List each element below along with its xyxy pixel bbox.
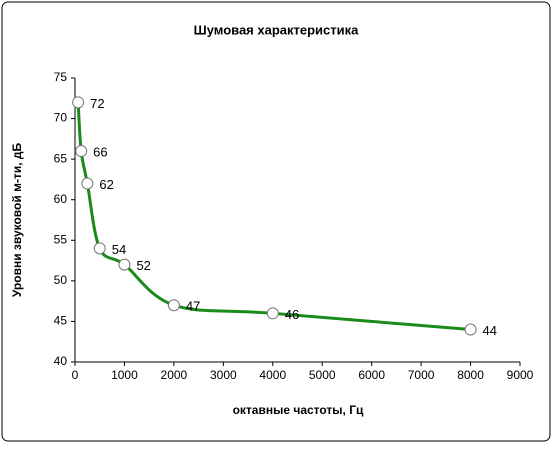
data-point xyxy=(81,177,94,190)
x-axis-label: октавные частоты, Гц xyxy=(233,403,364,417)
chart-border xyxy=(1,1,551,442)
x-tick-label: 9000 xyxy=(507,368,534,382)
x-tick-label: 6000 xyxy=(358,368,385,382)
y-tick-label: 75 xyxy=(54,70,68,84)
x-tick-label: 1000 xyxy=(111,368,138,382)
y-tick-label: 40 xyxy=(54,354,68,368)
x-tick-label: 2000 xyxy=(161,368,188,382)
x-tick-label: 8000 xyxy=(457,368,484,382)
data-label: 54 xyxy=(112,242,126,257)
data-point xyxy=(464,323,477,336)
data-label: 44 xyxy=(483,323,497,338)
data-point xyxy=(93,242,106,255)
data-label: 66 xyxy=(93,144,107,159)
data-label: 62 xyxy=(99,177,113,192)
x-tick-label: 4000 xyxy=(259,368,286,382)
data-point xyxy=(75,145,88,158)
chart-title: Шумовая характеристика xyxy=(194,22,360,37)
y-tick-label: 65 xyxy=(54,151,68,165)
y-tick-label: 70 xyxy=(54,111,68,125)
data-point xyxy=(167,299,180,312)
data-point xyxy=(266,307,279,320)
data-point xyxy=(118,258,131,271)
y-tick-label: 50 xyxy=(54,273,68,287)
x-tick-label: 5000 xyxy=(309,368,336,382)
y-tick-label: 55 xyxy=(54,232,68,246)
x-tick-label: 3000 xyxy=(210,368,237,382)
data-label: 52 xyxy=(136,258,150,273)
data-label: 47 xyxy=(186,299,200,314)
data-label: 46 xyxy=(285,307,299,322)
y-tick-label: 45 xyxy=(54,314,68,328)
data-point xyxy=(72,96,85,109)
x-tick-label: 7000 xyxy=(408,368,435,382)
y-tick-label: 60 xyxy=(54,192,68,206)
data-label: 72 xyxy=(90,96,104,111)
x-tick-label: 0 xyxy=(72,368,79,382)
y-axis-label: Уровни звуковой м-ти, дБ xyxy=(10,143,24,298)
